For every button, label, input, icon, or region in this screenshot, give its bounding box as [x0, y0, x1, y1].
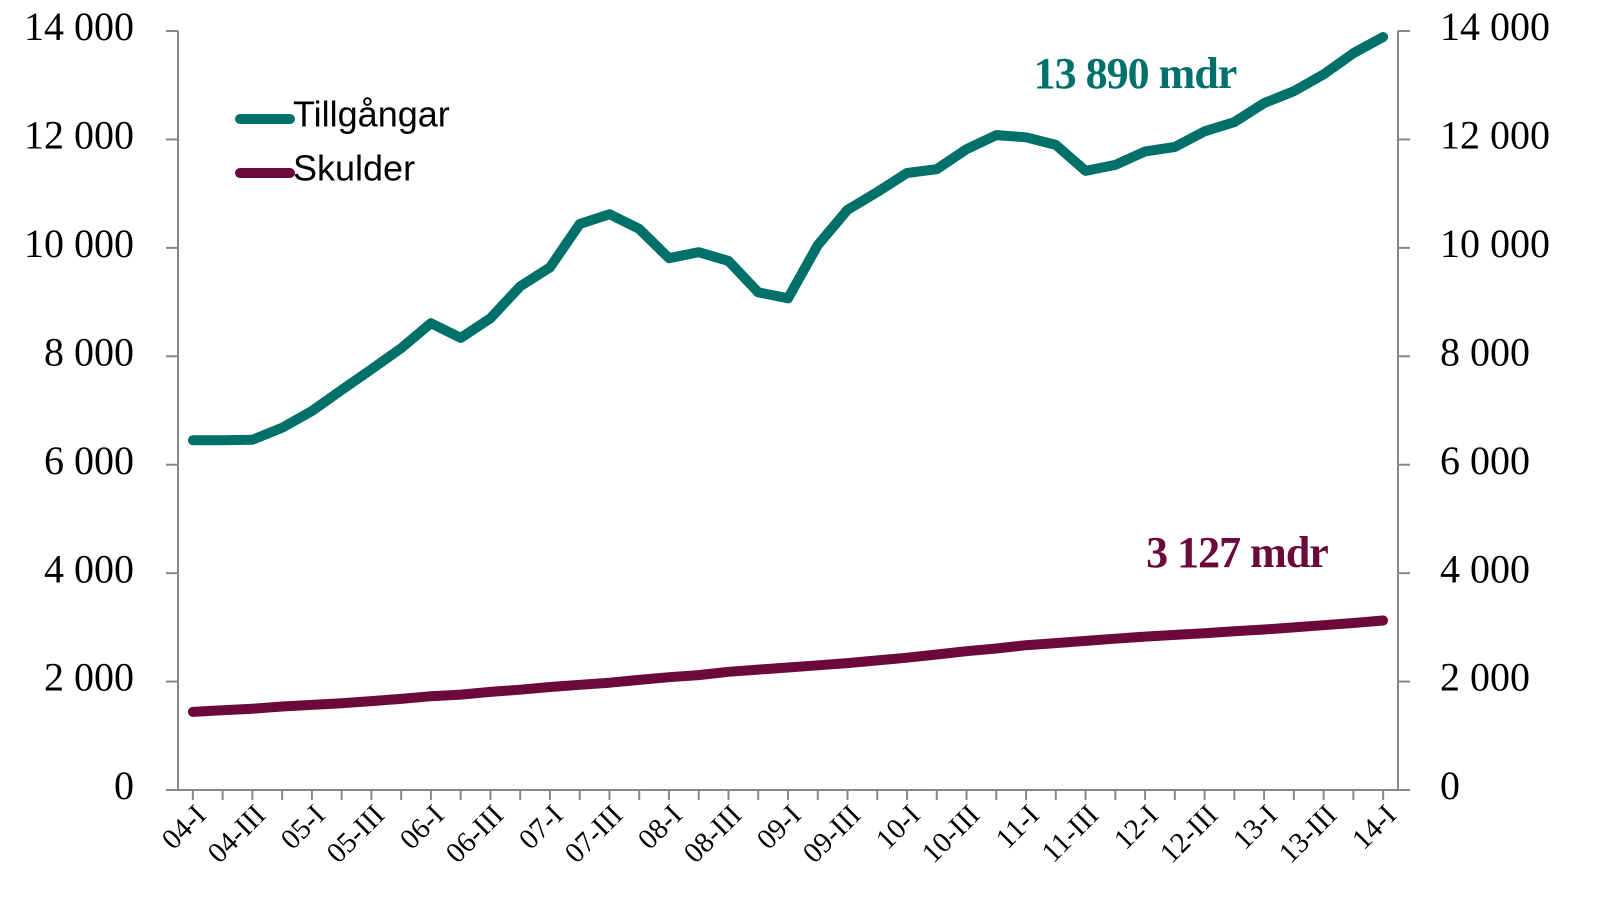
y2-tick-label: 0: [1440, 763, 1460, 808]
y-tick-label: 14 000: [24, 4, 134, 49]
annotation: 13 890 mdr: [1034, 49, 1237, 98]
annotation: 3 127 mdr: [1146, 528, 1328, 577]
y2-tick-label: 12 000: [1440, 113, 1550, 158]
series-line: [187, 615, 1389, 717]
x-tick-label: 08-III: [678, 799, 748, 869]
x-tick-label: 06-III: [440, 799, 510, 869]
legend-label: Tillgångar: [293, 94, 450, 135]
series-line: [187, 32, 1389, 446]
y2-tick-label: 14 000: [1440, 4, 1550, 49]
x-tick-label: 12-III: [1154, 799, 1224, 869]
y-tick-label: 12 000: [24, 113, 134, 158]
y2-tick-label: 6 000: [1440, 438, 1530, 483]
x-tick-label: 09-III: [797, 799, 867, 869]
y-tick-label: 8 000: [44, 329, 134, 374]
y2-tick-label: 10 000: [1440, 221, 1550, 266]
x-tick-label: 11-III: [1036, 799, 1106, 869]
x-tick-label: 05-III: [321, 799, 391, 869]
y-tick-label: 10 000: [24, 221, 134, 266]
y-tick-label: 6 000: [44, 438, 134, 483]
x-tick-label: 10-III: [916, 799, 986, 869]
y-tick-label: 2 000: [44, 655, 134, 700]
y-tick-label: 4 000: [44, 546, 134, 591]
y2-tick-label: 4 000: [1440, 546, 1530, 591]
y2-tick-label: 2 000: [1440, 655, 1530, 700]
y-tick-label: 0: [114, 763, 134, 808]
x-tick-label: 14-I: [1346, 799, 1403, 856]
y2-tick-label: 8 000: [1440, 329, 1530, 374]
x-tick-label: 07-III: [559, 799, 629, 869]
x-tick-label: 04-III: [202, 799, 272, 869]
legend-label: Skulder: [293, 148, 415, 189]
x-tick-label: 13-III: [1273, 799, 1343, 869]
